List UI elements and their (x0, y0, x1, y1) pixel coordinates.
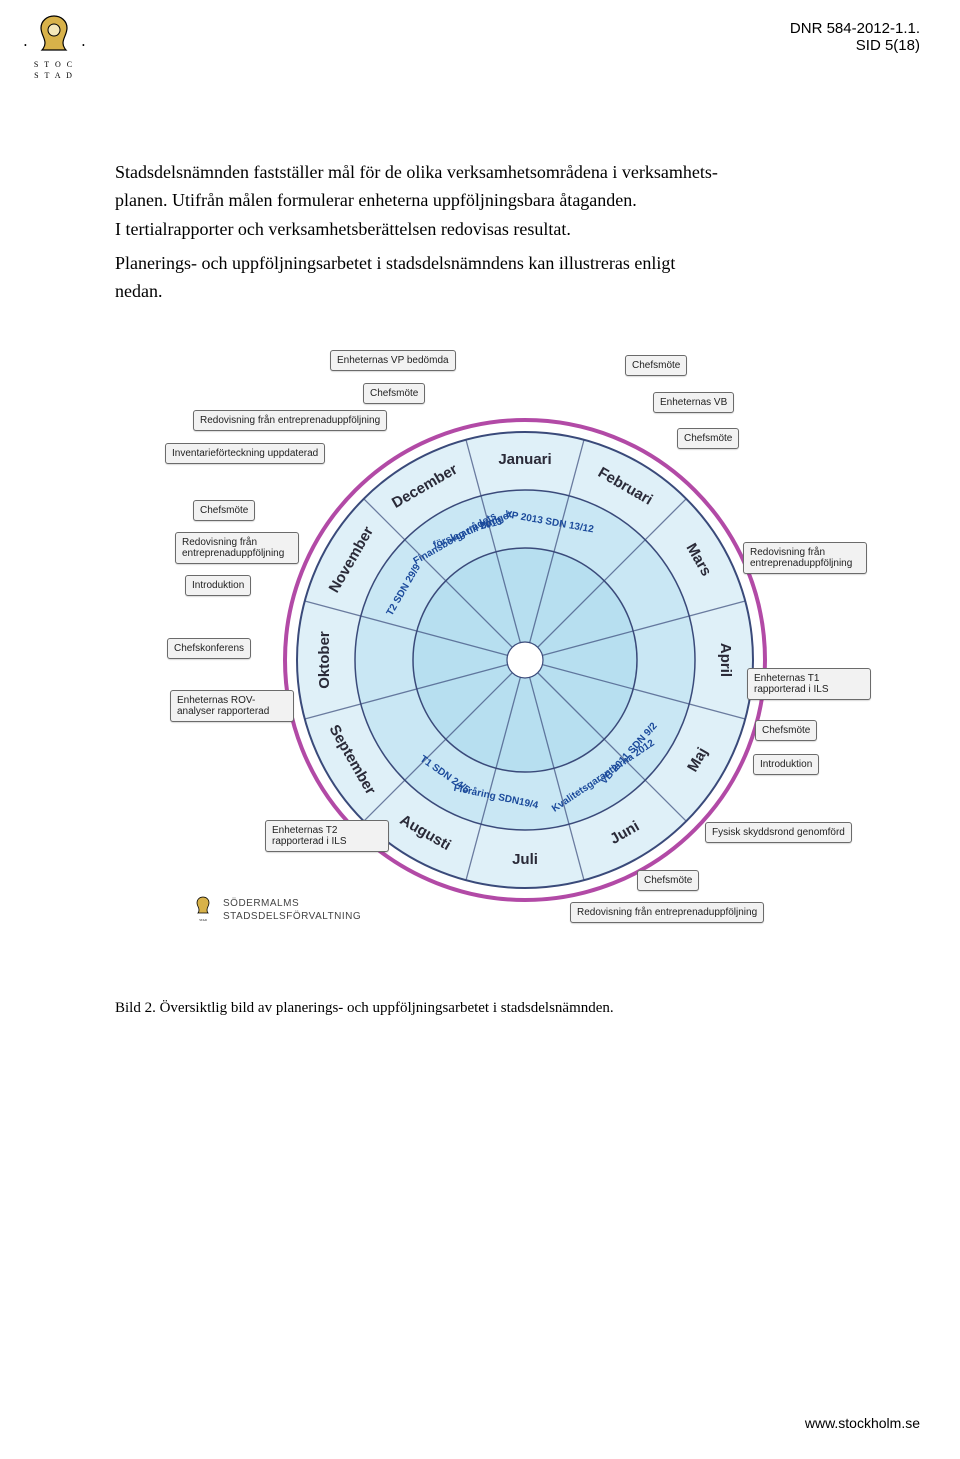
para-line-1: Stadsdelsnämnden fastställer mål för de … (115, 160, 885, 184)
callout-box: Chefsmöte (677, 428, 739, 449)
body-text: Stadsdelsnämnden fastställer mål för de … (115, 160, 885, 307)
year-wheel-diagram: JanuariFebruariMarsAprilMajJuniJuliAugus… (105, 350, 885, 970)
callout-box: Redovisning från entreprenaduppföljning (743, 542, 867, 574)
callout-box: Enheternas T2 rapporterad i ILS (265, 820, 389, 852)
callout-box: Chefsmöte (637, 870, 699, 891)
svg-text:STAD: STAD (199, 918, 207, 922)
svg-text:S T O C: S T O C (34, 60, 74, 69)
stockholm-logo: S T O C S T A D • • (18, 10, 90, 90)
month-label: April (717, 643, 734, 677)
para-line-3: I tertialrapporter och verksamhetsberätt… (115, 217, 885, 241)
callout-box: Inventarieförteckning uppdaterad (165, 443, 325, 464)
month-label: Januari (498, 451, 551, 468)
month-label: Oktober (316, 631, 333, 689)
footer-url: www.stockholm.se (805, 1415, 920, 1431)
para-line-5: nedan. (115, 279, 885, 303)
org-line1: SÖDERMALMS (223, 898, 299, 909)
svg-text:S T A D: S T A D (34, 71, 74, 80)
callout-box: Introduktion (753, 754, 819, 775)
para-line-4: Planerings- och uppföljningsarbetet i st… (115, 251, 885, 275)
svg-text:•: • (82, 41, 85, 50)
callout-box: Chefsmöte (193, 500, 255, 521)
callout-box: Enheternas ROV- analyser rapporterad (170, 690, 294, 722)
callout-box: Chefsmöte (755, 720, 817, 741)
callout-box: Redovisning från entreprenaduppföljning (175, 532, 299, 564)
header-right: DNR 584-2012-1.1. SID 5(18) (790, 20, 920, 54)
para-line-2: planen. Utifrån målen formulerar enheter… (115, 188, 885, 212)
org-line2: STADSDELSFÖRVALTNING (223, 911, 361, 922)
callout-box: Enheternas VP bedömda (330, 350, 456, 371)
callout-box: Enheternas T1 rapporterad i ILS (747, 668, 871, 700)
month-label: Juli (512, 851, 538, 868)
svg-text:•: • (24, 41, 27, 50)
callout-box: Introduktion (185, 575, 251, 596)
callout-box: Chefskonferens (167, 638, 251, 659)
callout-box: Chefsmöte (625, 355, 687, 376)
dnr: DNR 584-2012-1.1. (790, 20, 920, 37)
callout-box: Enheternas VB (653, 392, 734, 413)
figure-caption: Bild 2. Översiktlig bild av planerings- … (115, 1000, 614, 1017)
callout-box: Redovisning från entreprenaduppföljning (193, 410, 387, 431)
callout-box: Redovisning från entreprenaduppföljning (570, 902, 764, 923)
mini-stockholm-logo: STAD (190, 895, 216, 925)
sid: SID 5(18) (790, 37, 920, 54)
callout-box: Chefsmöte (363, 383, 425, 404)
callout-box: Fysisk skyddsrond genomförd (705, 822, 852, 843)
